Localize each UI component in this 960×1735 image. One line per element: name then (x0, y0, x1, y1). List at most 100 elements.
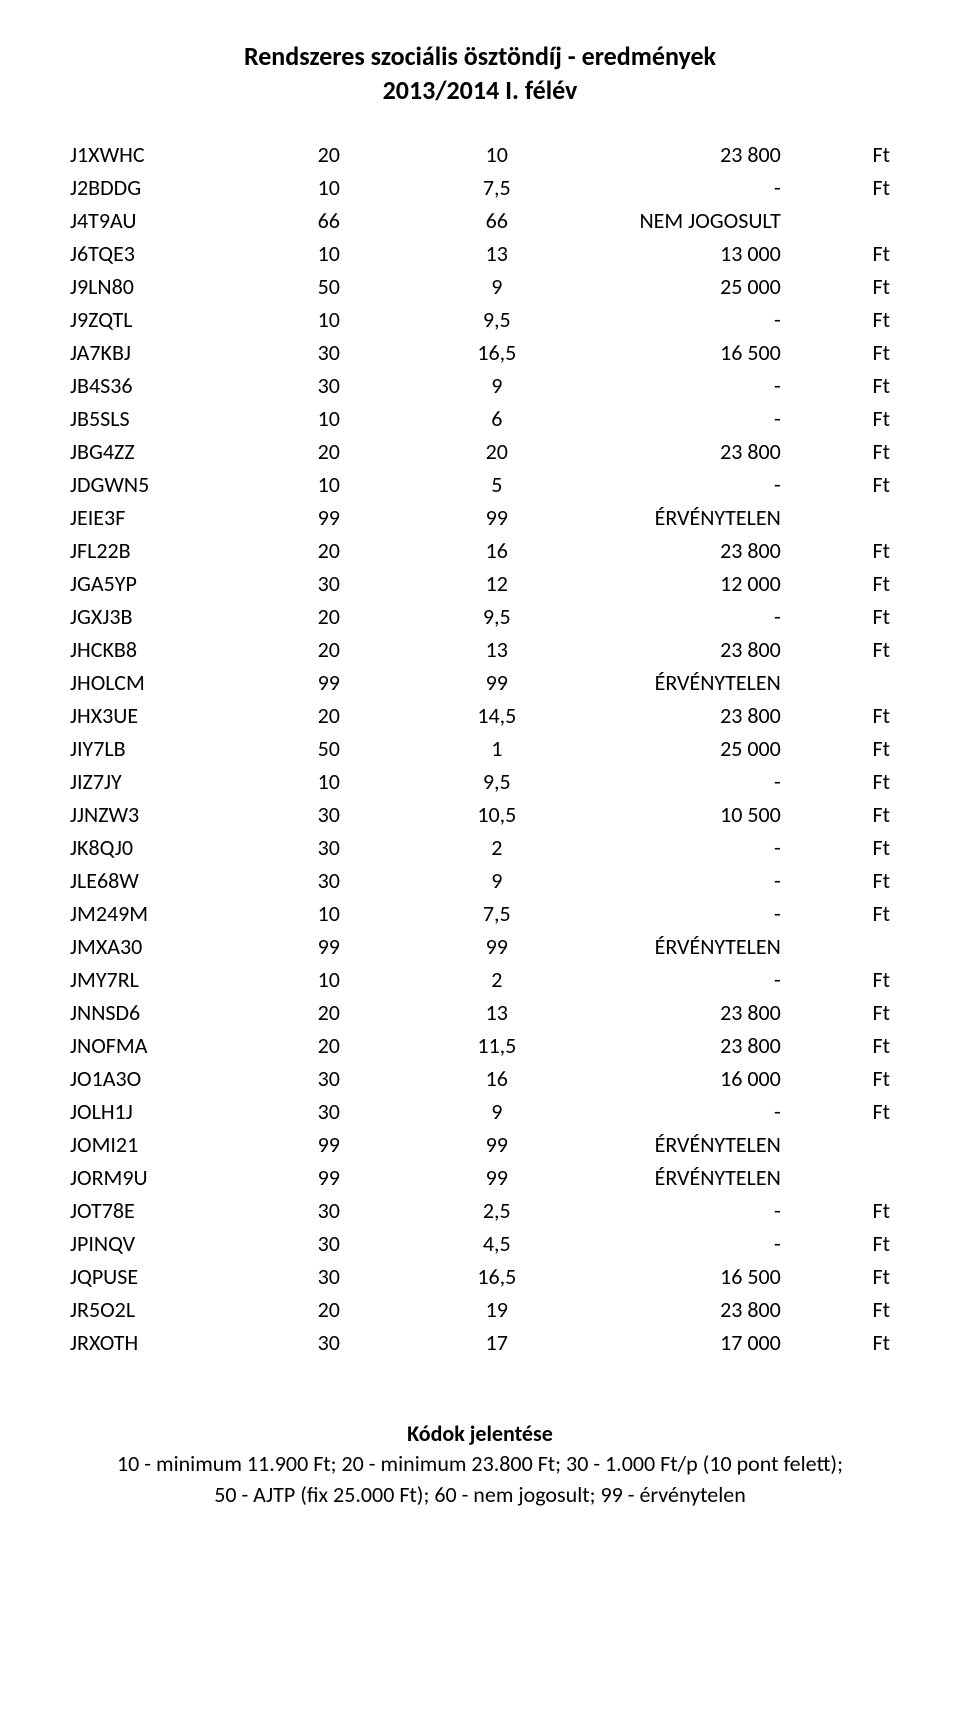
cell-value2: 13 (413, 996, 581, 1029)
cell-amount: - (581, 1194, 791, 1227)
cell-unit: Ft (791, 1095, 900, 1128)
cell-unit: Ft (791, 270, 900, 303)
cell-value2: 66 (413, 204, 581, 237)
cell-value2: 13 (413, 237, 581, 270)
cell-value2: 16,5 (413, 336, 581, 369)
cell-amount: 23 800 (581, 534, 791, 567)
cell-value1: 30 (245, 1227, 413, 1260)
cell-code: JMY7RL (60, 963, 245, 996)
cell-amount: - (581, 402, 791, 435)
cell-code: JJNZW3 (60, 798, 245, 831)
cell-amount: 23 800 (581, 699, 791, 732)
cell-amount: ÉRVÉNYTELEN (581, 1128, 791, 1161)
table-row: JQPUSE3016,516 500Ft (60, 1260, 900, 1293)
table-row: JMXA309999ÉRVÉNYTELEN (60, 930, 900, 963)
cell-value1: 20 (245, 996, 413, 1029)
cell-code: JB5SLS (60, 402, 245, 435)
table-row: J9LN8050925 000Ft (60, 270, 900, 303)
cell-amount: - (581, 171, 791, 204)
cell-value2: 99 (413, 666, 581, 699)
cell-amount: - (581, 765, 791, 798)
table-row: JR5O2L201923 800Ft (60, 1293, 900, 1326)
cell-value1: 20 (245, 1029, 413, 1062)
cell-value2: 9,5 (413, 765, 581, 798)
cell-unit: Ft (791, 435, 900, 468)
cell-amount: 23 800 (581, 996, 791, 1029)
table-row: JB4S36309-Ft (60, 369, 900, 402)
cell-value1: 30 (245, 1260, 413, 1293)
cell-value1: 99 (245, 1161, 413, 1194)
cell-value1: 20 (245, 435, 413, 468)
cell-unit: Ft (791, 633, 900, 666)
cell-value2: 9 (413, 1095, 581, 1128)
cell-amount: 16 000 (581, 1062, 791, 1095)
cell-amount: 23 800 (581, 1029, 791, 1062)
cell-amount: 23 800 (581, 138, 791, 171)
cell-value2: 9 (413, 369, 581, 402)
cell-code: JA7KBJ (60, 336, 245, 369)
cell-value2: 17 (413, 1326, 581, 1359)
cell-value2: 99 (413, 501, 581, 534)
cell-value1: 20 (245, 699, 413, 732)
cell-value1: 10 (245, 171, 413, 204)
table-row: JPINQV304,5-Ft (60, 1227, 900, 1260)
cell-value1: 99 (245, 1128, 413, 1161)
cell-value2: 99 (413, 1161, 581, 1194)
cell-unit: Ft (791, 765, 900, 798)
cell-amount: NEM JOGOSULT (581, 204, 791, 237)
table-row: J1XWHC201023 800Ft (60, 138, 900, 171)
title-line2: 2013/2014 I. félév (60, 74, 900, 108)
cell-amount: - (581, 303, 791, 336)
cell-code: JNOFMA (60, 1029, 245, 1062)
cell-unit: Ft (791, 600, 900, 633)
cell-value1: 10 (245, 897, 413, 930)
cell-amount: - (581, 831, 791, 864)
cell-code: JHCKB8 (60, 633, 245, 666)
cell-value2: 19 (413, 1293, 581, 1326)
cell-unit: Ft (791, 798, 900, 831)
cell-amount: - (581, 963, 791, 996)
table-row: JMY7RL102-Ft (60, 963, 900, 996)
cell-value1: 10 (245, 468, 413, 501)
cell-code: JHX3UE (60, 699, 245, 732)
cell-value1: 30 (245, 1062, 413, 1095)
cell-value2: 16 (413, 534, 581, 567)
cell-value1: 66 (245, 204, 413, 237)
cell-value1: 30 (245, 567, 413, 600)
cell-amount: ÉRVÉNYTELEN (581, 1161, 791, 1194)
cell-value2: 16 (413, 1062, 581, 1095)
cell-value1: 50 (245, 270, 413, 303)
cell-unit: Ft (791, 963, 900, 996)
table-row: JEIE3F9999ÉRVÉNYTELEN (60, 501, 900, 534)
cell-value1: 10 (245, 303, 413, 336)
cell-code: JNNSD6 (60, 996, 245, 1029)
cell-unit: Ft (791, 1227, 900, 1260)
cell-code: JFL22B (60, 534, 245, 567)
cell-unit: Ft (791, 369, 900, 402)
cell-value2: 10 (413, 138, 581, 171)
cell-value2: 99 (413, 1128, 581, 1161)
cell-value1: 30 (245, 369, 413, 402)
cell-value2: 99 (413, 930, 581, 963)
results-table: J1XWHC201023 800FtJ2BDDG107,5-FtJ4T9AU66… (60, 138, 900, 1359)
cell-value2: 7,5 (413, 171, 581, 204)
cell-value2: 6 (413, 402, 581, 435)
cell-value2: 14,5 (413, 699, 581, 732)
cell-amount: - (581, 864, 791, 897)
table-row: JNOFMA2011,523 800Ft (60, 1029, 900, 1062)
cell-value1: 50 (245, 732, 413, 765)
cell-amount: 23 800 (581, 1293, 791, 1326)
cell-value2: 5 (413, 468, 581, 501)
title-line1: Rendszeres szociális ösztöndíj - eredmén… (60, 40, 900, 74)
cell-unit: Ft (791, 1326, 900, 1359)
table-row: JLE68W309-Ft (60, 864, 900, 897)
cell-unit: Ft (791, 237, 900, 270)
table-row: JOLH1J309-Ft (60, 1095, 900, 1128)
cell-value2: 2 (413, 963, 581, 996)
cell-code: JOT78E (60, 1194, 245, 1227)
cell-code: JIZ7JY (60, 765, 245, 798)
cell-value2: 1 (413, 732, 581, 765)
cell-code: JGXJ3B (60, 600, 245, 633)
cell-unit: Ft (791, 897, 900, 930)
cell-code: JMXA30 (60, 930, 245, 963)
